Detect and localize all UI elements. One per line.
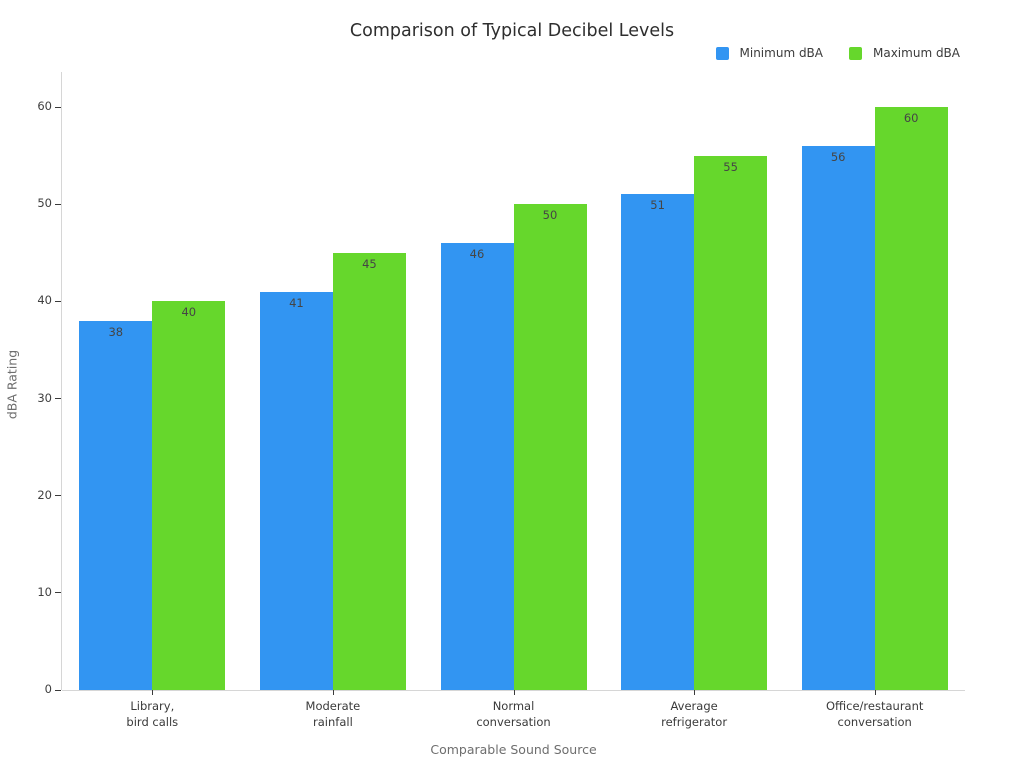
bar-maximum (694, 155, 768, 690)
bar-value-label: 45 (362, 256, 377, 271)
legend-item-minimum: Minimum dBA (715, 46, 823, 60)
bar-minimum (440, 243, 514, 690)
y-tick-mark (55, 592, 61, 594)
bar-maximum (332, 252, 406, 690)
y-tick-label: 40 (37, 293, 52, 308)
y-tick-label: 60 (37, 99, 52, 113)
bar-maximum (513, 204, 587, 690)
bar-value-label: 51 (650, 198, 665, 213)
chart-title: Comparison of Typical Decibel Levels (349, 21, 675, 41)
x-tick-mark (694, 690, 696, 695)
legend-swatch-maximum-icon (849, 46, 862, 60)
bar-value-label: 60 (903, 111, 919, 125)
x-tick-label: Office/restaurant conversation (825, 699, 924, 729)
legend: Minimum dBA Maximum dBA (715, 46, 960, 60)
bar-value-label: 55 (723, 159, 738, 174)
bar-minimum (259, 291, 333, 690)
legend-swatch-minimum-icon (715, 46, 729, 60)
y-tick-mark (55, 398, 61, 399)
y-axis-title: dBA Rating (4, 349, 20, 420)
bar-value-label: 46 (469, 247, 485, 262)
bar-minimum (79, 320, 153, 690)
bar-minimum (801, 145, 875, 690)
legend-label-maximum: Maximum dBA (873, 46, 960, 60)
y-axis-line (61, 72, 62, 690)
y-tick-mark (55, 203, 61, 205)
bar-value-label: 38 (108, 324, 124, 339)
y-tick-mark (55, 300, 61, 302)
y-tick-mark (55, 495, 61, 497)
y-tick-label: 10 (37, 584, 52, 599)
y-tick-label: 0 (44, 682, 52, 696)
bar-maximum (152, 301, 226, 690)
legend-item-maximum: Maximum dBA (849, 46, 960, 60)
x-tick-mark (513, 690, 515, 695)
y-tick-label: 50 (37, 196, 52, 211)
x-tick-label: Moderate rainfall (305, 699, 361, 729)
x-tick-mark (152, 690, 154, 695)
x-axis-title: Comparable Sound Source (430, 742, 597, 757)
bar-maximum (874, 107, 948, 690)
bar-value-label: 56 (830, 149, 846, 164)
legend-label-minimum: Minimum dBA (739, 46, 823, 60)
x-tick-label: Normal conversation (476, 699, 551, 729)
x-tick-mark (874, 690, 876, 695)
bar-value-label: 41 (289, 295, 304, 310)
bar-value-label: 40 (181, 305, 197, 320)
y-tick-label: 20 (37, 487, 52, 502)
bar-minimum (621, 194, 695, 690)
y-tick-mark (55, 689, 61, 691)
y-tick-mark (55, 106, 61, 108)
x-tick-label: Library, bird calls (126, 699, 179, 729)
x-tick-mark (332, 690, 334, 695)
y-tick-label: 30 (37, 390, 52, 405)
x-tick-label: Average refrigerator (661, 699, 728, 729)
bar-value-label: 50 (542, 208, 558, 223)
